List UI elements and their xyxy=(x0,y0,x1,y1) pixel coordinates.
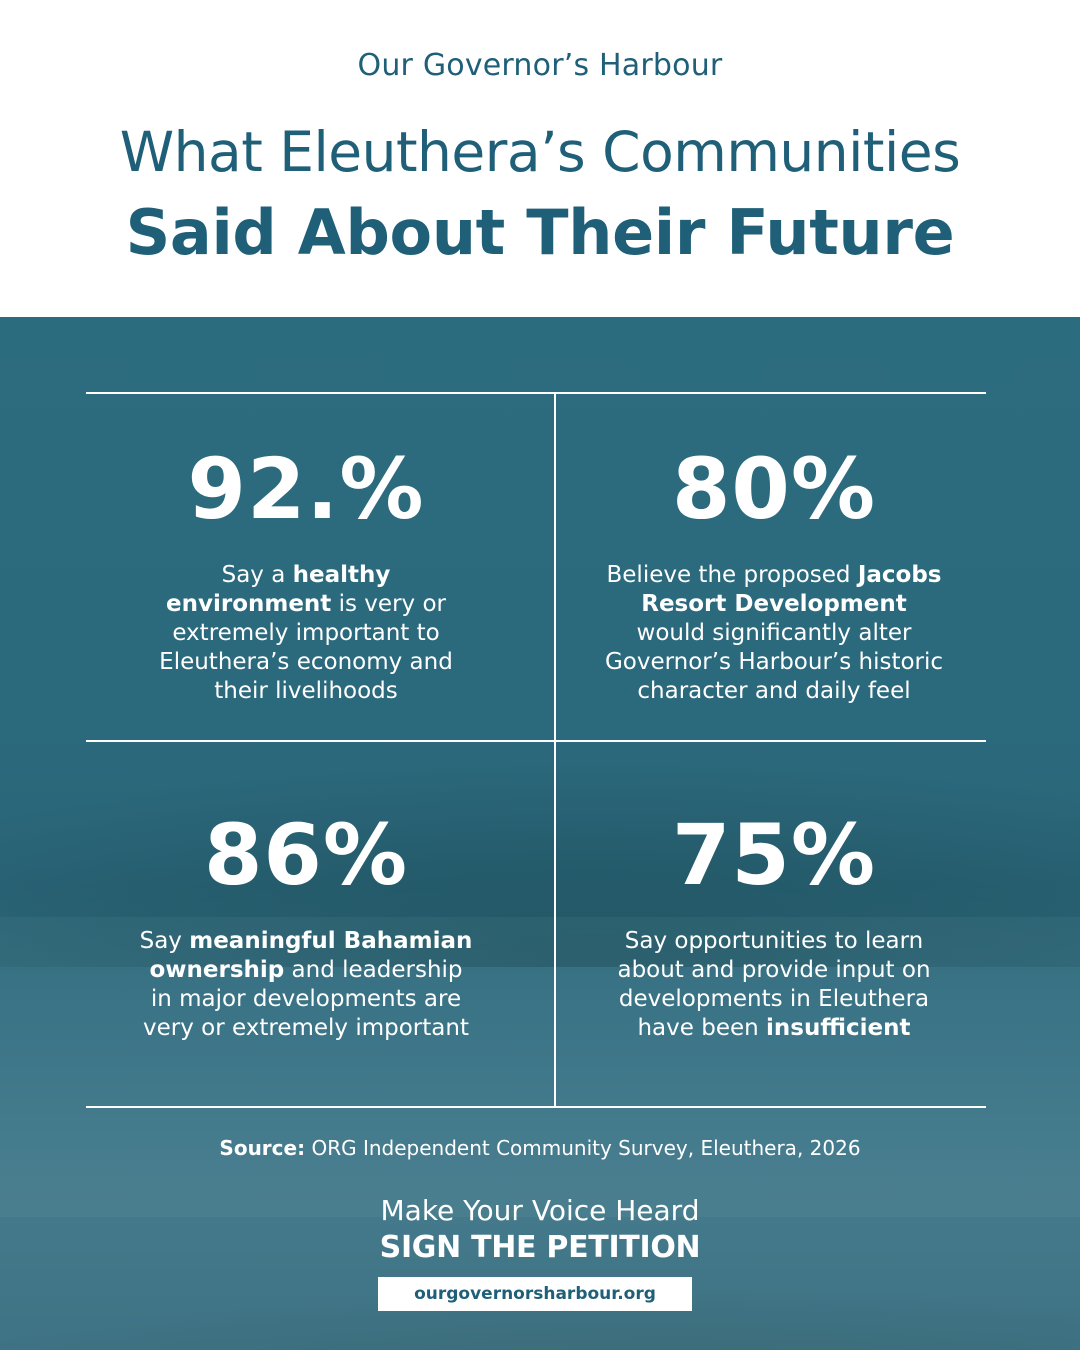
stat-highlight-text: insufficient xyxy=(766,1015,911,1041)
grid-line-middle xyxy=(86,740,986,742)
brand-name: Our Governor’s Harbour xyxy=(357,48,723,83)
stat-cell-input-opportunities: 75% Say opportunities to learn about and… xyxy=(588,813,960,1043)
stat-highlight-text: healthy environment xyxy=(166,562,391,617)
source-text: ORG Independent Community Survey, Eleuth… xyxy=(305,1136,861,1160)
title-line-1: What Eleuthera’s Communities xyxy=(119,120,961,184)
source-label: Source: xyxy=(219,1136,306,1160)
stat-text: Say xyxy=(139,928,190,954)
petition-url-link[interactable]: ourgovernorsharbour.org xyxy=(378,1277,692,1311)
stat-value: 80% xyxy=(671,440,877,538)
stat-highlight-text: meaningful Bahamian ownership xyxy=(149,928,473,983)
stat-text: Say a xyxy=(221,562,293,588)
stat-text: is very or extremely important to Eleuth… xyxy=(159,591,453,704)
stat-value: 86% xyxy=(203,806,409,904)
stat-highlight-text: Jacobs Resort Development xyxy=(641,562,942,617)
title-line-2: Said About Their Future xyxy=(125,196,955,269)
stat-cell-environment: 92.% Say a healthy environment is very o… xyxy=(120,447,492,706)
stat-description: Believe the proposed Jacobs Resort Devel… xyxy=(604,561,944,706)
stat-text: and leadership in major developments are… xyxy=(143,957,469,1041)
stat-description: Say opportunities to learn about and pro… xyxy=(614,927,934,1043)
stat-cell-jacobs-resort: 80% Believe the proposed Jacobs Resort D… xyxy=(588,447,960,706)
cta-tagline: Make Your Voice Heard xyxy=(380,1194,700,1227)
source-note: Source: ORG Independent Community Survey… xyxy=(0,1136,1080,1160)
grid-line-top xyxy=(86,392,986,394)
stat-text: Believe the proposed xyxy=(606,562,858,588)
background-hill xyxy=(0,737,1080,967)
stat-text: Say opportunities to learn about and pro… xyxy=(617,928,931,1041)
stat-description: Say a healthy environment is very or ext… xyxy=(146,561,466,706)
stat-value: 75% xyxy=(671,806,877,904)
stat-text: would significantly alter Governor’s Har… xyxy=(604,620,944,704)
sign-petition-heading: SIGN THE PETITION xyxy=(379,1230,701,1265)
background-shore xyxy=(0,1157,1080,1350)
grid-line-vertical xyxy=(554,392,556,1108)
stat-cell-bahamian-ownership: 86% Say meaningful Bahamian ownership an… xyxy=(120,813,492,1043)
stat-value: 92.% xyxy=(187,440,425,538)
stat-description: Say meaningful Bahamian ownership and le… xyxy=(136,927,476,1043)
stats-panel xyxy=(0,317,1080,1350)
grid-line-bottom xyxy=(86,1106,986,1108)
header: Our Governor’s Harbour What Eleuthera’s … xyxy=(0,0,1080,317)
